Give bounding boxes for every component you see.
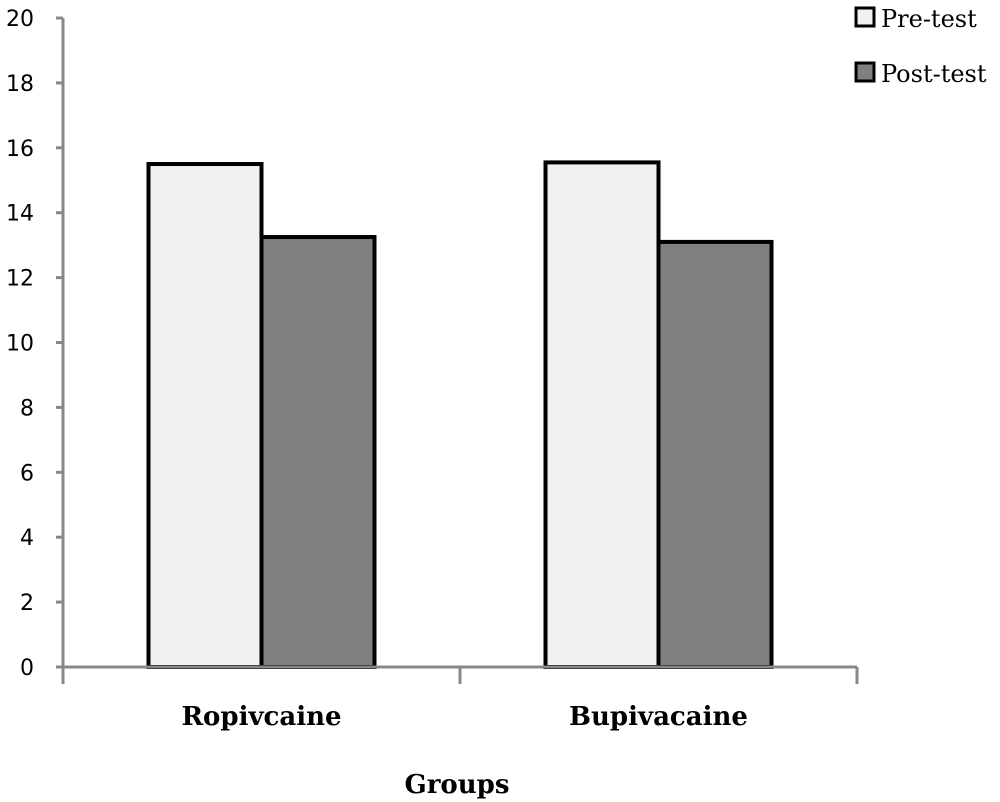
x-category-label: Ropivcaine [181, 702, 341, 732]
x-category-label: Bupivacaine [569, 702, 748, 732]
y-tick-label: 18 [6, 72, 34, 97]
y-tick-label: 20 [6, 7, 34, 32]
bar-post-test-ropivcaine [259, 235, 377, 669]
y-tick-label: 16 [6, 137, 34, 162]
legend-swatch [854, 61, 876, 83]
x-axis: Ropivcaine Bupivacaine [61, 665, 859, 732]
y-tick-label: 14 [6, 202, 34, 227]
legend-label: Pre-test [881, 5, 977, 33]
y-tick-label: 0 [20, 656, 34, 681]
bar-pre-test-ropivcaine [146, 162, 264, 669]
legend-swatch [854, 6, 876, 28]
legend-label: Post-test [881, 60, 987, 88]
bar-post-test-bupivacaine [656, 239, 774, 669]
y-tick-label: 12 [6, 267, 34, 292]
y-axis: 0 2 4 6 8 10 12 14 16 18 20 [6, 7, 65, 681]
bars [146, 160, 774, 669]
y-tick-label: 8 [20, 396, 34, 421]
bar-pre-test-bupivacaine [543, 160, 661, 669]
legend: Pre-test Post-test [854, 5, 987, 88]
x-axis-title: Groups [405, 770, 510, 800]
y-tick-label: 6 [20, 461, 34, 486]
y-tick-label: 4 [20, 526, 34, 551]
y-tick-label: 10 [6, 332, 34, 357]
y-tick-label: 2 [20, 591, 34, 616]
